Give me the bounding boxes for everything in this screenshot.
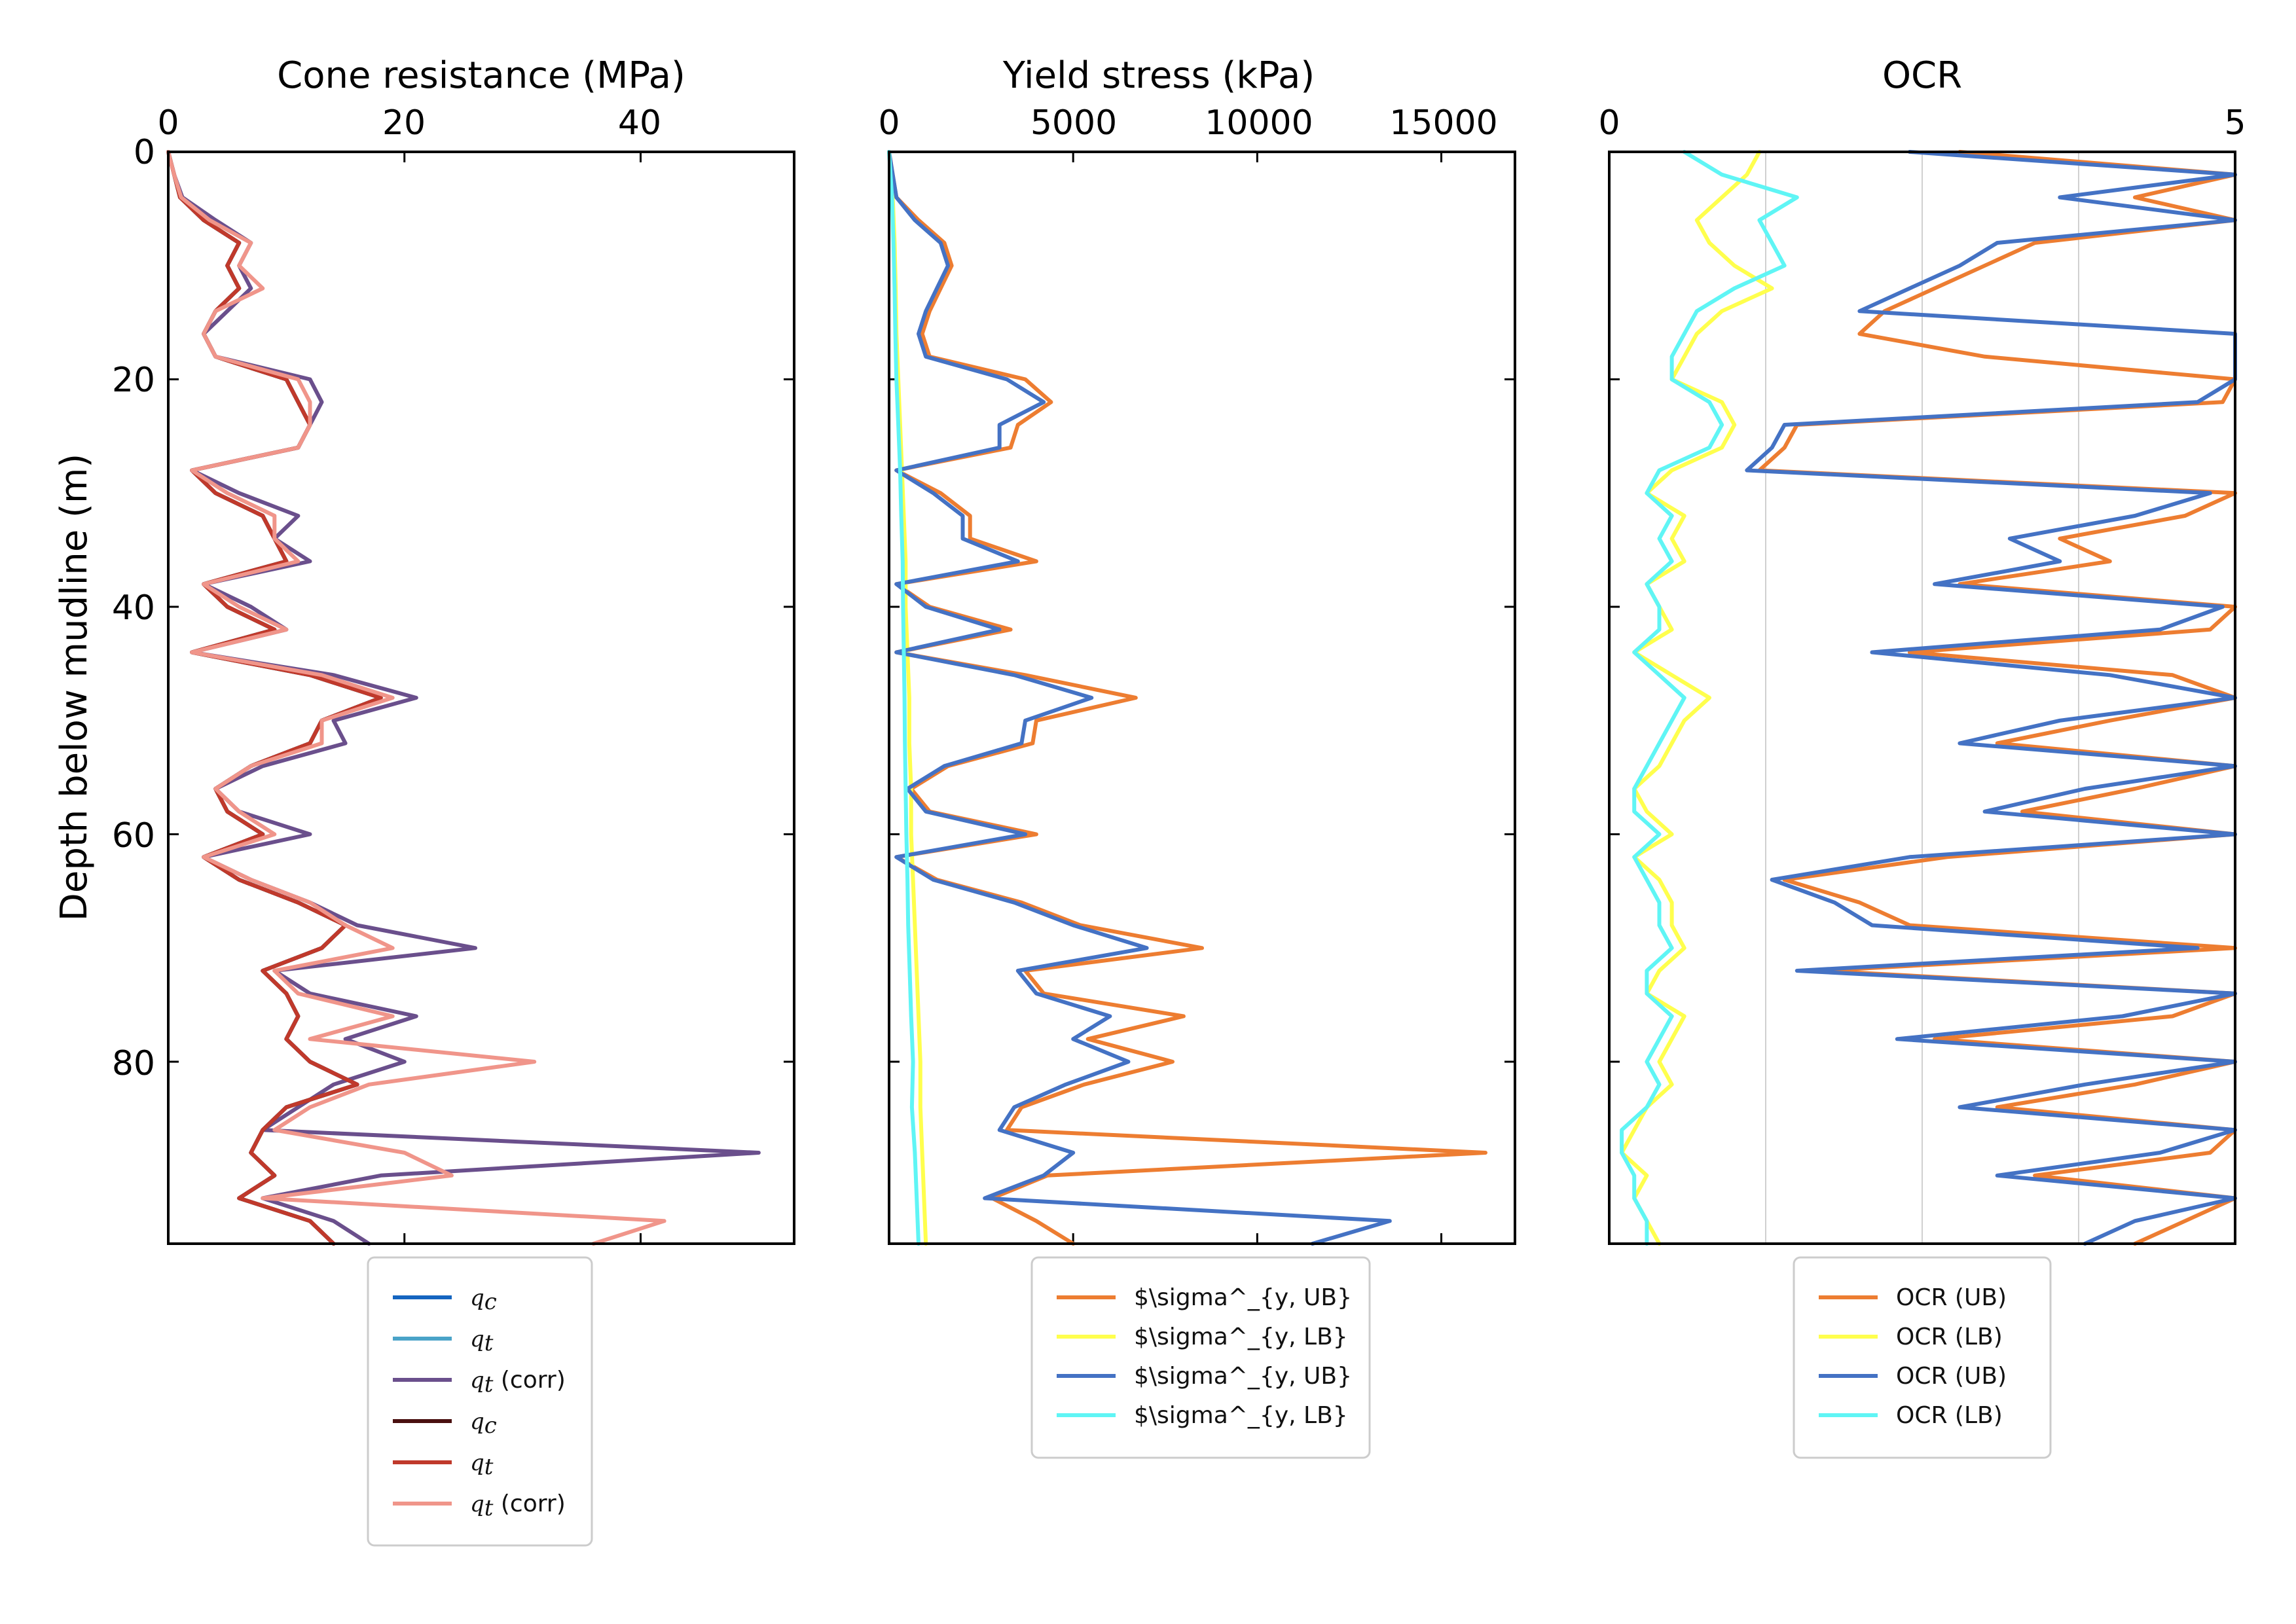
legend-label: OCR (UB) [1896,1284,2007,1311]
legend-entry: OCR (LB) [1819,1324,2003,1350]
plot-frame [1608,151,2236,1245]
legend-label-sub: t [484,1330,494,1356]
series-line [1620,150,1799,1246]
legend-frame [1030,1256,1371,1459]
x-tick-label: 0 [878,103,900,143]
legend-frame [367,1256,593,1547]
legend-entry: OCR (LB) [1819,1402,2003,1429]
legend-label: q [470,1285,484,1311]
svg-text:qc: qc [470,1409,497,1439]
panel-title: Cone resistance (MPa) [277,54,685,97]
legend-entry: qt [393,1450,494,1480]
y-tick-label: 40 [112,588,155,628]
x-tick-labels: 0 5000 10000 15000 [878,103,1497,143]
grid-layer [1765,152,2079,1244]
legend-entry: $\sigma^_{y, UB} [1057,1284,1352,1311]
legend-entry: $\sigma^_{y, LB} [1057,1402,1348,1429]
legend-entry: qt (corr) [393,1367,566,1398]
panel-title: Yield stress (kPa) [1002,54,1315,97]
legend-label: $\sigma^_{y, UB} [1134,1363,1352,1390]
legend-entry: qc [393,1409,497,1439]
legend-entry: $\sigma^_{y, UB} [1057,1363,1352,1390]
legend-entry: qc [393,1285,497,1315]
x-tick-label: 5 [2224,103,2246,143]
y-axis-label: Depth below mudline (m) [53,454,96,922]
series-line [887,150,920,1246]
legend-entry: $\sigma^_{y, LB} [1057,1324,1348,1350]
legend-entry: OCR (UB) [1819,1363,2007,1390]
legend: qc qt qt (corr) qc qt qt (corr) [367,1256,593,1547]
x-tick-label: 10000 [1205,103,1313,143]
legend-label: $\sigma^_{y, LB} [1134,1324,1348,1350]
svg-text:qt: qt [470,1326,494,1356]
y-tick-label: 0 [134,133,155,172]
series-layer [166,150,761,1246]
legend-frame [1793,1256,2052,1459]
legend-label: $\sigma^_{y, LB} [1134,1402,1348,1429]
series-line [1620,150,1774,1246]
x-tick-label: 0 [1598,103,1620,143]
legend-label-sub: t [484,1454,494,1480]
cone-resistance-panel: Cone resistance (MPa) Depth below mudlin… [53,54,795,1547]
legend-label: q [470,1450,484,1476]
legend-label: q [470,1491,484,1517]
legend: OCR (UB) OCR (LB) OCR (UB) OCR (LB) [1793,1256,2052,1459]
plot-frame [888,151,1516,1245]
legend-label: q [470,1326,484,1352]
x-tick-label: 5000 [1030,103,1117,143]
x-tick-label: 40 [618,103,661,143]
legend-label: q [470,1409,484,1435]
ocr-panel: OCR 0 5 OCR (UB) OCR (LB) OCR (UB) [1598,54,2246,1459]
yield-stress-panel: Yield stress (kPa) 0 5000 10000 15000 $\… [878,54,1516,1459]
legend-label-suffix: (corr) [493,1490,565,1517]
svg-text:qc: qc [470,1285,497,1315]
legend-label: q [470,1367,484,1394]
legend-label: $\sigma^_{y, UB} [1134,1284,1352,1311]
plot-frame [167,151,795,1245]
legend-label: OCR (LB) [1896,1324,2003,1350]
legend-label-sub: c [484,1413,497,1439]
legend-label-suffix: (corr) [493,1367,565,1394]
legend-entry: qt (corr) [393,1490,566,1521]
y-tick-label: 20 [112,361,155,400]
legend-label: OCR (LB) [1896,1402,2003,1429]
svg-text:qt (corr): qt (corr) [470,1367,566,1398]
x-tick-labels: 0 20 40 [157,103,661,143]
x-tick-label: 15000 [1389,103,1497,143]
x-tick-labels: 0 5 [1598,103,2246,143]
panel-title: OCR [1882,54,1962,97]
y-tick-label: 60 [112,816,155,856]
legend-label: OCR (UB) [1896,1363,2007,1390]
legend-entry: qt [393,1326,494,1356]
series-layer [887,150,1487,1246]
legend-label-sub: t [484,1371,494,1398]
x-tick-label: 0 [157,103,179,143]
legend-entry: OCR (UB) [1819,1284,2007,1311]
legend-label-sub: t [484,1495,494,1521]
legend: $\sigma^_{y, UB} $\sigma^_{y, LB} $\sigm… [1030,1256,1371,1459]
y-tick-label: 80 [112,1044,155,1083]
svg-text:qt: qt [470,1450,494,1480]
y-tick-labels: 0 20 40 60 80 [112,133,155,1083]
series-line [887,150,1487,1246]
legend-label-sub: c [484,1289,497,1315]
svg-text:qt (corr): qt (corr) [470,1490,566,1521]
series-line [166,150,666,1246]
x-tick-label: 20 [382,103,426,143]
series-line [887,150,1392,1246]
